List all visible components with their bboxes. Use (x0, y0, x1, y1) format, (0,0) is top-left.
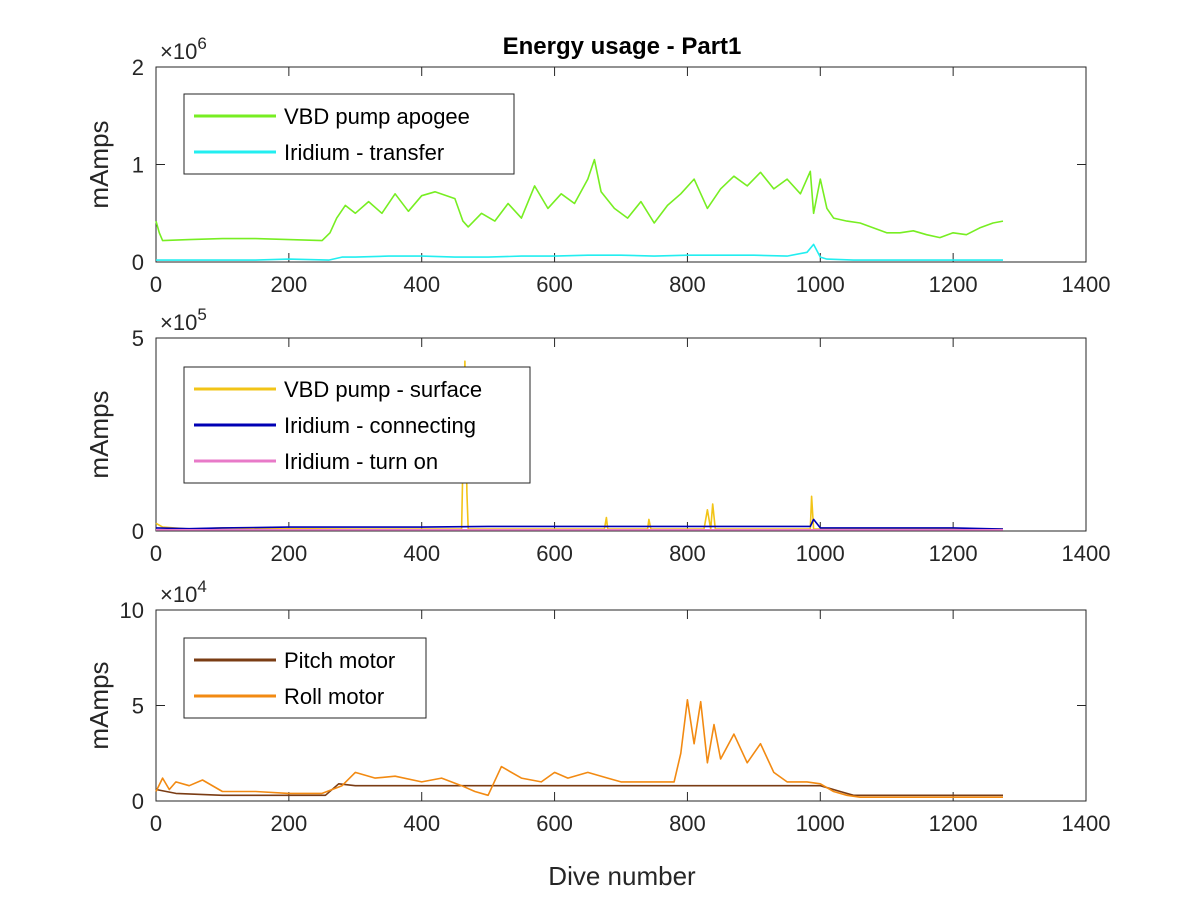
y-tick-label: 2 (132, 55, 144, 80)
x-tick-label: 400 (403, 272, 440, 297)
series-line-iridium-connecting (155, 518, 1004, 530)
y-tick-label: 0 (132, 250, 144, 275)
x-tick-label: 400 (403, 811, 440, 836)
subplot-2: 0 200 400 600 800 1000 1200 140005×105mAmpsVBD … (84, 305, 1110, 566)
x-tick-label: 1000 (796, 541, 845, 566)
subplot-3: 0 200 400 600 800 1000 1200 1400 0 5 10 ×104 mAmps Pi… (84, 577, 1110, 836)
x-tick-label: 1000 (796, 811, 845, 836)
y-tick-label: 1 (132, 153, 144, 178)
x-tick-label: 1400 (1062, 541, 1111, 566)
legend-label: VBD pump apogee (284, 104, 470, 129)
x-tick-label: 800 (669, 541, 706, 566)
axis-multiplier-exponent: 4 (197, 577, 206, 596)
x-tick-label: 1000 (796, 272, 845, 297)
legend-label: Iridium - connecting (284, 413, 476, 438)
legend-label: Iridium - turn on (284, 449, 438, 474)
axis-multiplier-base: ×10 (160, 582, 197, 607)
axis-multiplier: ×105 (160, 305, 207, 335)
x-tick-label: 800 (669, 811, 706, 836)
x-tick-label: 800 (669, 272, 706, 297)
legend-box (183, 93, 515, 175)
x-tick-label: 600 (536, 541, 573, 566)
y-tick-label: 10 (120, 598, 144, 623)
x-tick-label: 0 (150, 272, 162, 297)
y-axis-label: mAmps (84, 120, 114, 208)
legend-label: Iridium - transfer (284, 140, 444, 165)
x-tick-label: 1200 (929, 811, 978, 836)
x-tick-label: 200 (270, 541, 307, 566)
y-axis-label: mAmps (84, 661, 114, 749)
x-tick-label: 1200 (929, 272, 978, 297)
y-tick-label: 0 (132, 789, 144, 814)
x-tick-label: 1400 (1062, 272, 1111, 297)
x-tick-label: 600 (536, 811, 573, 836)
y-tick-label: 5 (132, 326, 144, 351)
x-tick-label: 400 (403, 541, 440, 566)
legend-label: VBD pump - surface (284, 377, 482, 402)
axis-multiplier-exponent: 6 (197, 34, 206, 53)
legend-label: Roll motor (284, 684, 384, 709)
x-tick-label: 200 (270, 272, 307, 297)
x-tick-label: 600 (536, 272, 573, 297)
x-tick-label: 200 (270, 811, 307, 836)
legend-box (183, 637, 427, 719)
series-line-roll-motor (155, 698, 1003, 799)
axis-multiplier: ×106 (160, 34, 207, 64)
axis-multiplier: ×104 (160, 577, 207, 607)
x-tick-label: 0 (150, 541, 162, 566)
series-line-iridium-transfer (156, 243, 1003, 261)
y-tick-label: 5 (132, 694, 144, 719)
series-line-vbd-pump-apogee (155, 158, 1004, 242)
axis-multiplier-exponent: 5 (197, 305, 206, 324)
y-tick-label: 0 (132, 519, 144, 544)
x-axis-label: Dive number (548, 861, 696, 891)
x-tick-label: 1200 (929, 541, 978, 566)
x-tick-label: 0 (150, 811, 162, 836)
subplot-1: 0 200 400 600 800 1000 1200 1400 0 1 2 ×106 mAmps VBD… (84, 34, 1110, 297)
y-axis-label: mAmps (84, 390, 114, 478)
axis-multiplier-base: ×10 (160, 310, 197, 335)
chart-title: Energy usage - Part1 (503, 33, 742, 60)
axis-multiplier-base: ×10 (160, 39, 197, 64)
x-tick-label: 1400 (1062, 811, 1111, 836)
legend-label: Pitch motor (284, 648, 395, 673)
series-line-pitch-motor (155, 782, 1003, 797)
